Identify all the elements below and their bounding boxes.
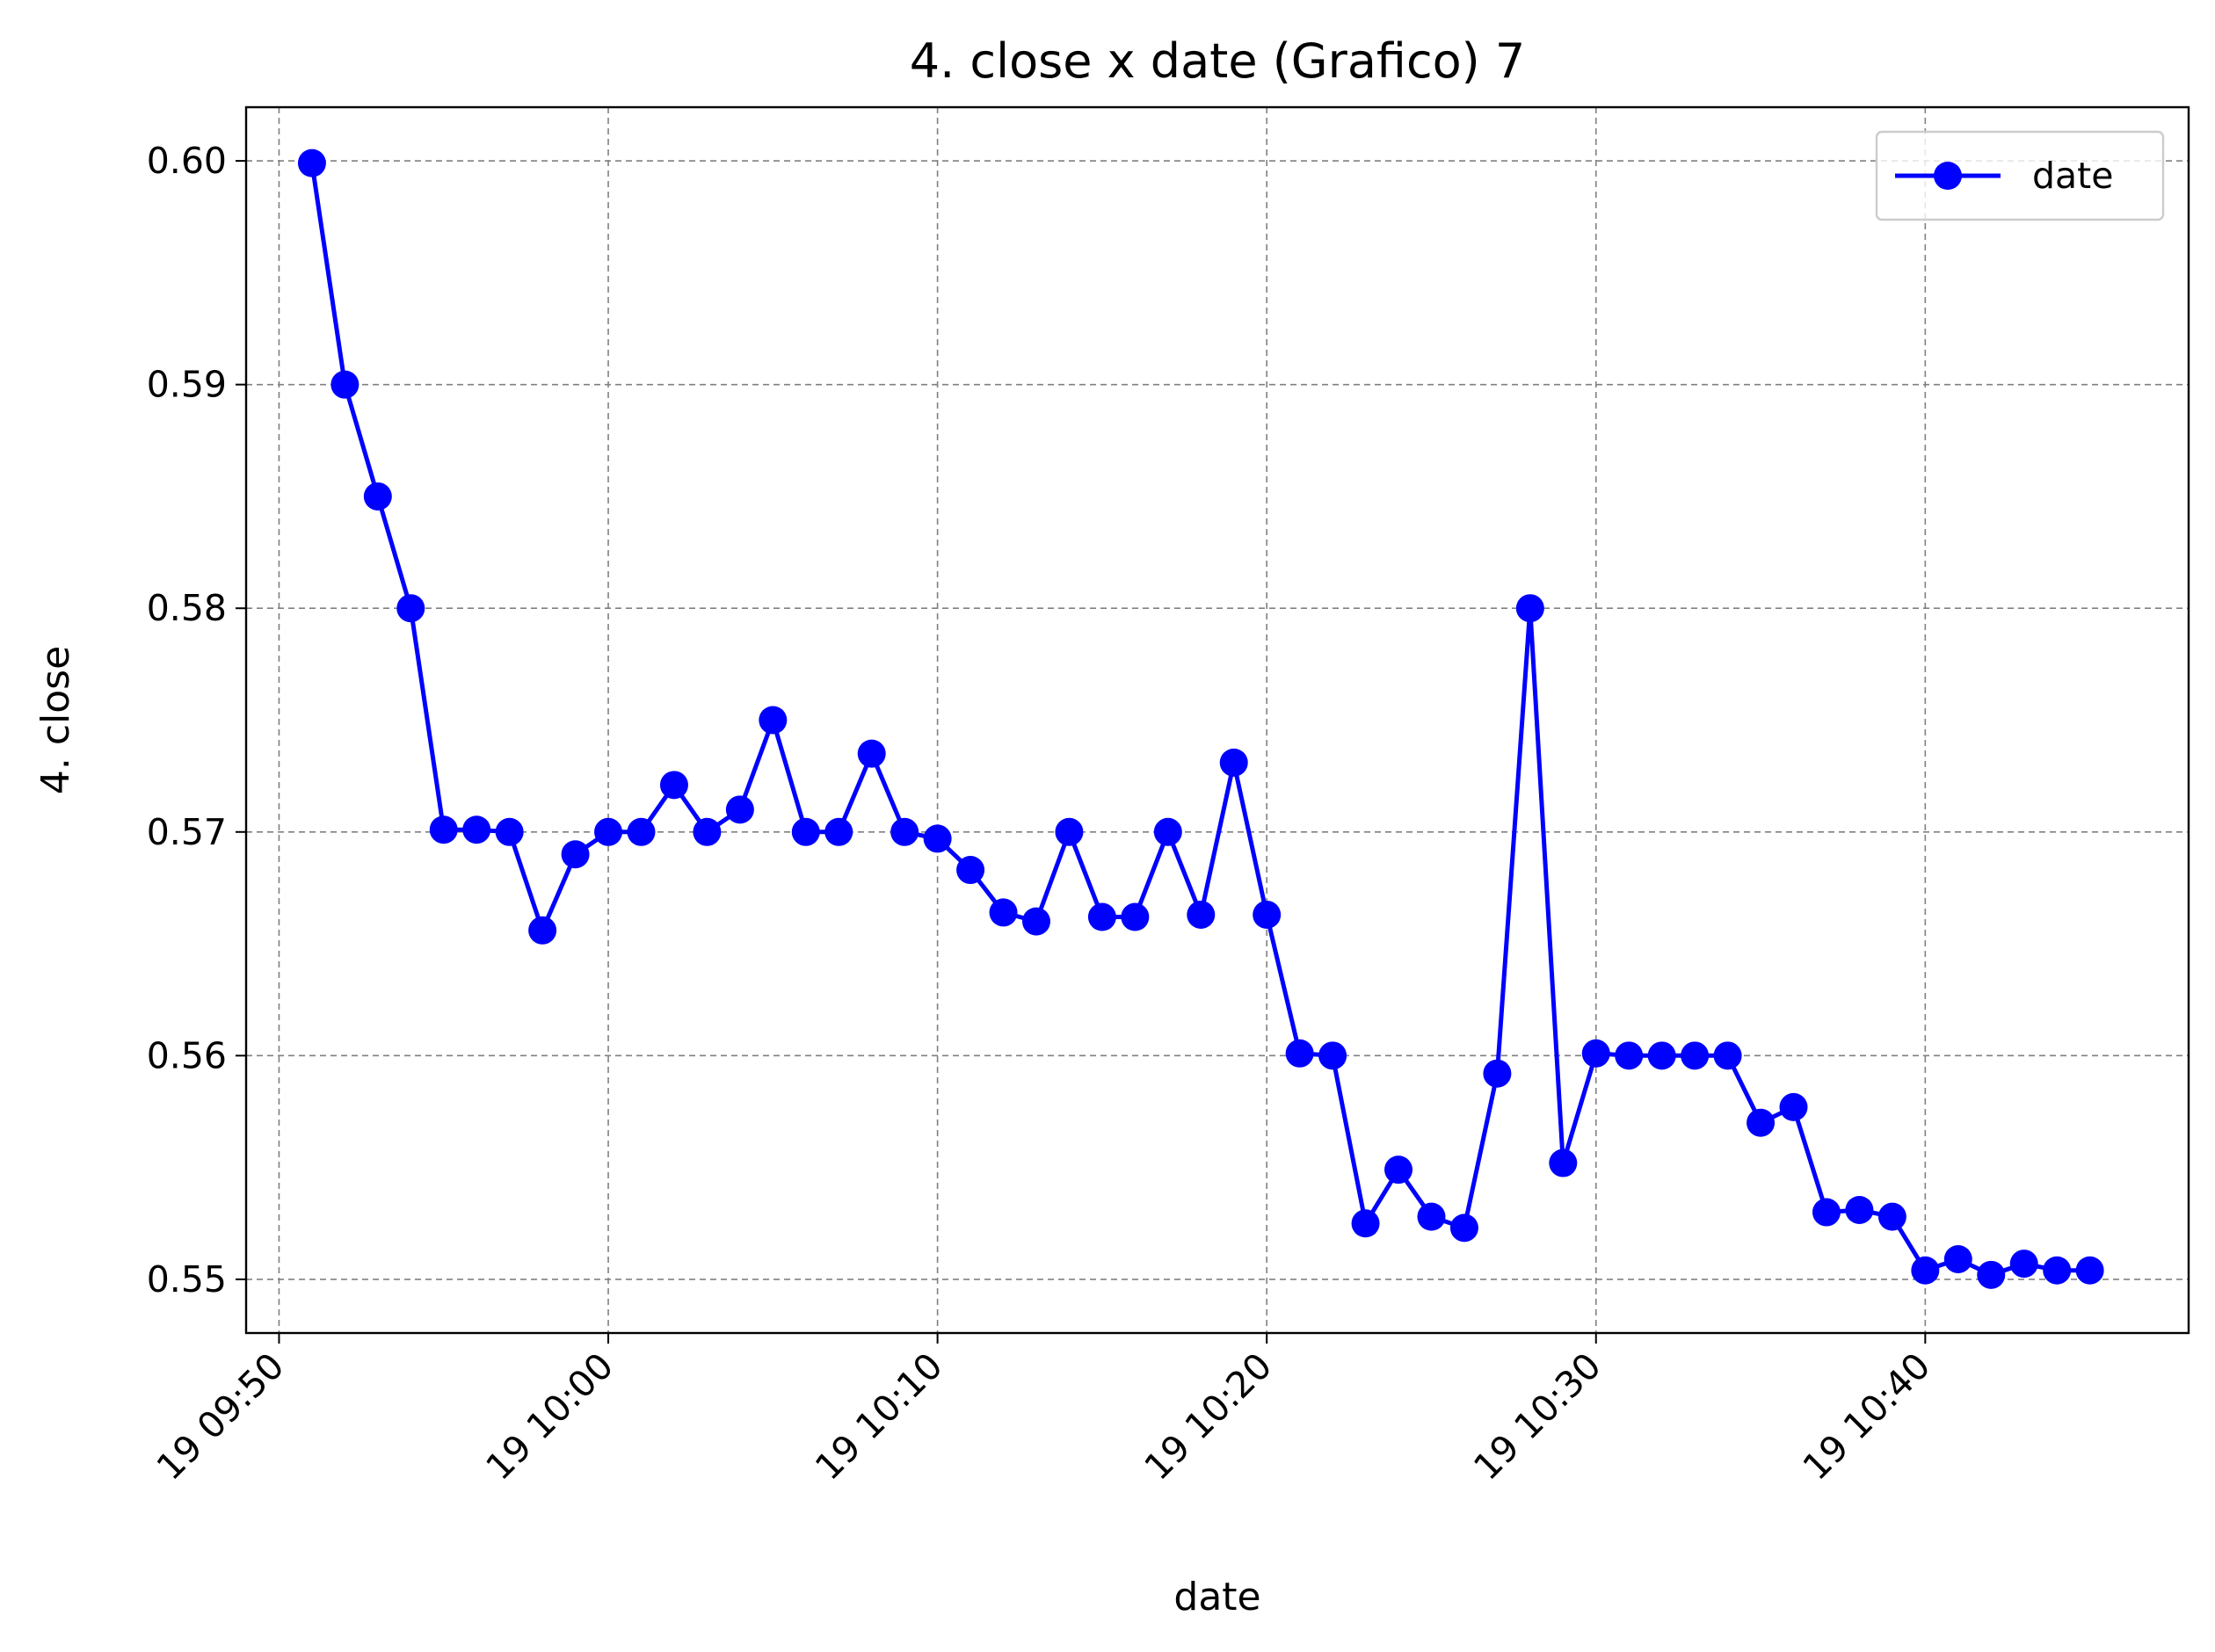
data-point: [857, 739, 886, 768]
data-point: [1713, 1041, 1742, 1070]
legend-entry-date: date: [2032, 155, 2113, 197]
data-point: [1647, 1041, 1676, 1070]
data-point: [1615, 1041, 1644, 1070]
data-point: [1483, 1059, 1512, 1088]
data-point: [1417, 1202, 1446, 1231]
data-point: [528, 916, 557, 945]
legend-marker-sample: [1934, 162, 1962, 190]
data-point: [1318, 1041, 1347, 1070]
data-point: [1681, 1041, 1710, 1070]
data-point: [297, 149, 326, 178]
data-point: [627, 817, 656, 846]
data-point: [1943, 1244, 1972, 1273]
data-point: [759, 706, 788, 735]
data-point: [1219, 748, 1248, 777]
legend-box: [1875, 130, 2165, 221]
data-point: [495, 817, 524, 846]
data-point: [956, 856, 985, 885]
data-point: [1977, 1260, 2006, 1289]
data-point: [1187, 900, 1216, 929]
data-point: [1877, 1202, 1906, 1231]
y-tick-label: 0.56: [147, 1034, 227, 1076]
data-point: [1121, 902, 1150, 931]
data-point: [659, 771, 688, 800]
data-point: [462, 815, 491, 844]
y-tick-label: 0.55: [147, 1258, 227, 1301]
data-point: [594, 817, 623, 846]
data-point: [363, 482, 392, 511]
data-point: [1779, 1092, 1808, 1121]
data-point: [1911, 1256, 1940, 1285]
data-point: [1747, 1108, 1776, 1137]
data-point: [396, 594, 425, 623]
data-point: [1253, 900, 1282, 929]
data-point: [429, 815, 458, 844]
data-point: [1449, 1214, 1478, 1243]
y-tick-label: 0.60: [147, 140, 227, 182]
data-point: [725, 795, 754, 824]
x-axis-label: date: [1173, 1575, 1260, 1619]
data-point: [890, 817, 919, 846]
data-point: [2009, 1250, 2038, 1279]
data-point: [1153, 817, 1182, 846]
data-point: [561, 840, 590, 869]
y-tick-label: 0.58: [147, 587, 227, 629]
data-point: [1021, 907, 1050, 936]
y-tick-label: 0.59: [147, 364, 227, 406]
data-point: [1087, 902, 1116, 931]
data-point: [1549, 1148, 1578, 1177]
data-point: [791, 817, 820, 846]
data-point: [1812, 1198, 1841, 1227]
data-point: [2075, 1256, 2104, 1285]
data-point: [1351, 1209, 1380, 1238]
series-layer: [297, 149, 2104, 1289]
data-point: [693, 817, 722, 846]
y-axis-label: 4. close: [33, 646, 78, 794]
data-point: [1055, 817, 1084, 846]
data-point: [2043, 1256, 2072, 1285]
data-point: [1845, 1195, 1874, 1224]
data-point: [1581, 1039, 1610, 1068]
plot-frame: [244, 105, 2190, 1335]
y-tick-label: 0.57: [147, 811, 227, 853]
data-point: [824, 817, 853, 846]
data-point: [989, 898, 1018, 927]
data-point: [1515, 594, 1544, 623]
legend: date: [1875, 130, 2165, 221]
data-point: [330, 370, 359, 399]
data-point: [923, 824, 952, 853]
data-point: [1285, 1039, 1314, 1068]
chart-title: 4. close x date (Grafico) 7: [910, 33, 1526, 89]
data-point: [1384, 1156, 1413, 1185]
